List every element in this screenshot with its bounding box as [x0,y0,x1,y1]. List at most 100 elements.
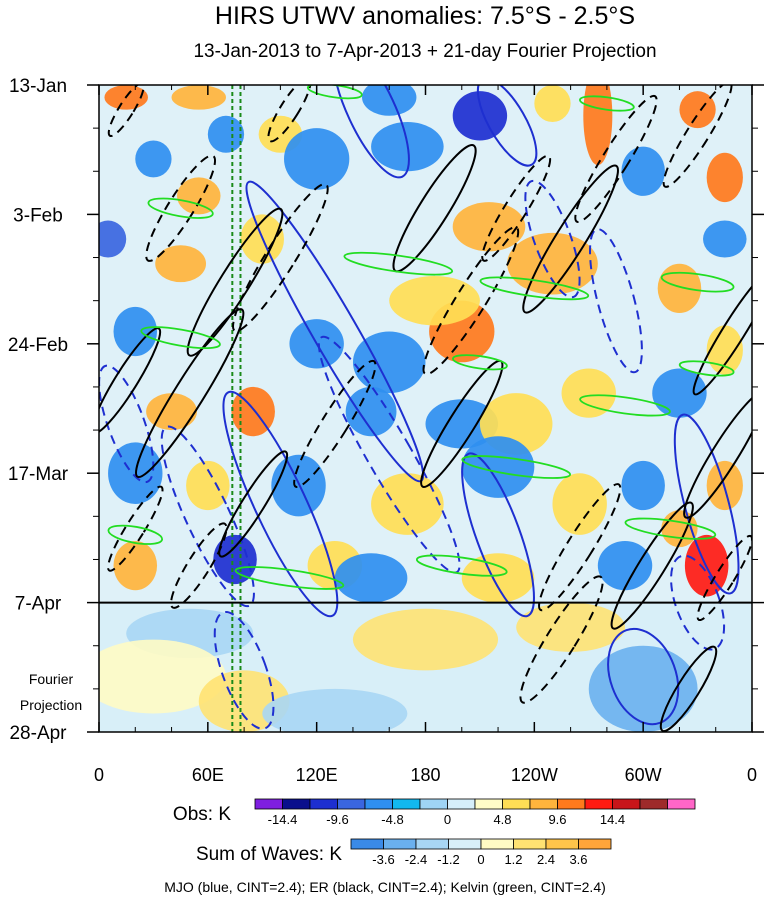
kelvin-contour-7 [107,524,164,545]
obs-colorbar-swatch-6 [419,798,448,810]
obs-colorbar-label: Obs: K [173,804,231,825]
anomaly-blob-12 [452,91,508,141]
chart-subtitle: 13-Jan-2013 to 7-Apr-2013 + 21-day Fouri… [193,41,656,62]
obs-colorbar-tick-label-0: -14.4 [268,812,298,827]
waves-colorbar-tick-label-5: 2.4 [537,852,555,867]
er-contours-layer [99,85,752,732]
anomaly-blob-41 [621,460,665,511]
kelvin-contour-4 [579,394,671,417]
waves-colorbar-tick-label-4: 1.2 [504,852,522,867]
waves-colorbar-tick-label-2: -1.2 [437,852,459,867]
x-tick-label-1: 60E [192,765,224,785]
kelvin-contour-10 [624,517,717,540]
waves-colorbar-swatch-1 [383,838,417,850]
kelvin-contour-3 [479,276,590,301]
mjo-contour-10 [213,611,275,730]
mjo-contour-1 [476,85,538,167]
obs-colorbar-swatch-8 [474,798,503,810]
anomaly-blob-4 [155,245,207,283]
waves-colorbar-swatch-7 [578,838,612,850]
anomaly-blob-47 [461,553,535,603]
er-contour-6 [218,450,289,558]
obs-colorbar-swatch-1 [282,798,311,810]
projection-blob-3 [352,608,499,671]
kelvin-contours-layer [107,85,735,590]
anomaly-blob-40 [552,473,607,535]
projection-blob-4 [588,645,698,732]
obs-colorbar-swatch-0 [254,798,283,810]
y-tick-label-0: 13-Jan [9,76,67,97]
obs-colorbar-swatch-5 [392,798,421,810]
anomaly-blob-17 [706,152,743,203]
anomaly-blob-36 [186,460,230,511]
anomaly-blob-32 [561,368,616,418]
anomaly-blob-19 [657,263,702,313]
kelvin-contour-5 [660,271,735,293]
obs-colorbar-swatch-4 [364,798,393,810]
anomaly-blob-23 [389,276,480,326]
anomaly-blob-21 [452,202,526,252]
obs-colorbar-swatch-10 [529,798,558,810]
anomaly-blob-43 [113,540,158,591]
projection-label-line2: Projection [20,697,82,713]
x-tick-label-2: 120E [296,765,338,785]
projection-blob-6 [262,688,408,732]
waves-colorbar-swatch-4 [480,838,514,850]
er-contour-10 [481,154,552,262]
anomaly-blob-13 [534,85,571,122]
mjo-contour-12 [670,554,726,651]
mjo-contour-6 [160,425,255,608]
plot-area [99,85,752,732]
obs-colorbar-tick-label-2: -4.8 [381,812,403,827]
kelvin-contour-6 [461,455,571,479]
anomaly-blob-9 [171,85,226,110]
mjo-contour-5 [222,390,339,618]
er-contour-5 [99,327,162,435]
anomaly-blob-27 [146,393,197,431]
waves-colorbar-label: Sum of Waves: K [196,844,342,865]
x-tick-label-0: 0 [94,765,104,785]
anomaly-blob-16 [621,146,665,196]
mjo-contour-0 [332,85,410,179]
obs-colorbar-tick-label-1: -9.6 [326,812,348,827]
er-contour-0 [145,154,217,262]
x-tick-label-6: 0 [747,765,757,785]
er-contour-3 [293,359,377,488]
anomaly-blob-44 [213,534,257,585]
obs-colorbar-swatch-9 [502,798,531,810]
mjo-contour-11 [607,627,680,726]
mjo-contour-9 [99,364,155,484]
anomaly-blob-8 [284,128,350,190]
obs-colorbar-swatch-3 [337,798,366,810]
anomaly-blob-1 [135,140,172,178]
obs-colorbar: -14.4 -9.6 -4.8 0 4.8 9.6 14.4 [254,798,696,827]
er-contour-12 [574,94,658,224]
anomaly-blob-3 [99,220,127,258]
mjo-contour-7 [461,452,535,618]
anomaly-shading-layer [99,85,747,732]
reference-lines-layer [231,85,242,732]
er-contour-23 [267,85,312,143]
waves-colorbar-swatch-0 [350,838,384,850]
er-contour-1 [186,207,284,357]
x-tick-label-5: 60W [625,765,662,785]
obs-colorbar-swatch-12 [584,798,613,810]
anomaly-blob-18 [703,220,747,258]
x-tick-label-3: 180 [410,765,440,785]
mjo-contour-8 [673,413,740,595]
mjo-contour-2 [524,179,581,299]
kelvin-contour-12 [579,95,635,112]
obs-colorbar-tick-label-6: 14.4 [600,812,625,827]
chart-title: HIRS UTWV anomalies: 7.5°S - 2.5°S [215,2,635,30]
er-contour-13 [662,85,733,188]
projection-label-line1: Fourier [29,671,74,687]
kelvin-contour-2 [343,251,454,276]
obs-colorbar-swatch-11 [557,798,586,810]
y-tick-label-2: 24-Feb [8,335,68,356]
anomaly-blob-30 [425,399,499,449]
axes-layer: 0 60E 120E 180 120W 60W 0 13-Jan 3-Feb 24-Feb 17-M… [8,76,764,785]
anomaly-blob-14 [583,85,613,166]
er-contour-24 [107,85,145,138]
waves-colorbar: -3.6 -2.4 -1.2 0 1.2 2.4 3.6 [350,838,612,867]
